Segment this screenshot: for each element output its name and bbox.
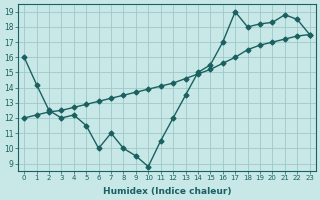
X-axis label: Humidex (Indice chaleur): Humidex (Indice chaleur) <box>103 187 231 196</box>
